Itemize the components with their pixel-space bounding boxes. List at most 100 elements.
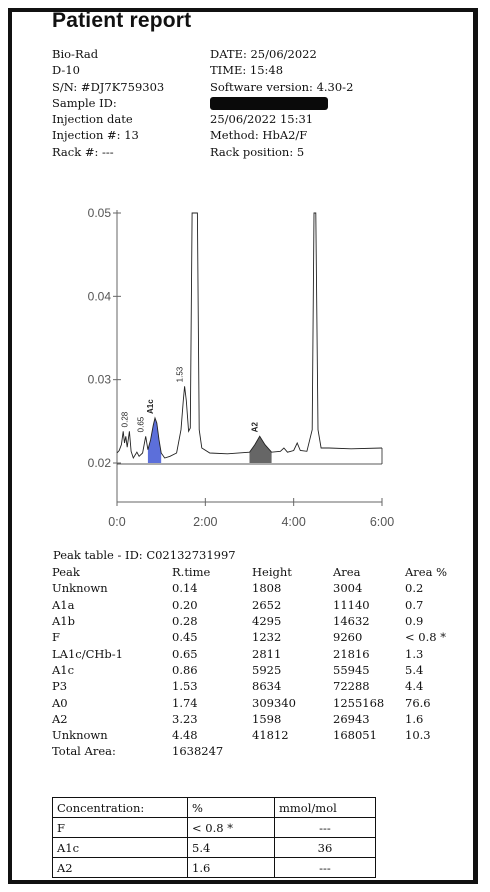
report-frame: Patient report Bio-Rad D-10 S/N: #DJ7K75… — [8, 8, 478, 884]
info-method: Method: HbA2/F — [210, 128, 308, 143]
info-rack-position: Rack position: 5 — [210, 144, 305, 159]
peak-area-percent: 0.2 — [405, 581, 424, 596]
peak-area: 3004 — [333, 581, 363, 596]
header-area-percent: Area % — [405, 565, 448, 580]
table-row: A2 3.23 1598 26943 1.6 — [52, 711, 465, 727]
chromatogram-chart: 0.050.040.030.020:0 2:00 4:00 6:000.28 0.65A… — [88, 206, 395, 529]
table-row: Unknown 4.48 41812 168051 10.3 — [52, 727, 465, 743]
y-tick-label: 0.02 — [88, 456, 112, 470]
a2-peak-fill — [249, 436, 272, 463]
table-row: A1c 5.4 36 — [52, 837, 376, 858]
peak-rtime: 0.45 — [172, 630, 198, 645]
table-row: A1b 0.28 4295 14632 0.9 — [52, 613, 465, 629]
conc-percent: 1.6 — [187, 857, 275, 878]
peak-name: A0 — [52, 695, 68, 710]
peak-height: 1232 — [252, 630, 282, 645]
peak-name: A1c — [52, 662, 75, 677]
peak-height: 41812 — [252, 728, 289, 743]
info-rack-number: Rack #: --- — [52, 144, 114, 159]
peak-height: 8634 — [252, 679, 282, 694]
info-software-version: Software version: 4.30-2 — [210, 79, 354, 94]
peak-rtime: 3.23 — [172, 711, 198, 726]
info-injection-number: Injection #: 13 — [52, 128, 139, 143]
peak-height: 4295 — [252, 614, 282, 629]
peak-height: 2811 — [252, 646, 282, 661]
peak-area: 26943 — [333, 711, 370, 726]
conc-analyte: A1c — [52, 837, 188, 858]
peak-height: 1808 — [252, 581, 282, 596]
peak-name: A1b — [52, 614, 75, 629]
peak-area-percent: 10.3 — [405, 728, 431, 743]
sample-id-redaction — [210, 97, 328, 111]
peak-table-title: Peak table - ID: C02132731997 — [53, 548, 236, 562]
conc-percent: < 0.8 * — [187, 817, 275, 838]
y-tick-label: 0.05 — [88, 206, 112, 220]
peak-name: Unknown — [52, 728, 108, 743]
total-area-value: 1638247 — [172, 744, 224, 759]
peak-rtime: 0.28 — [172, 614, 198, 629]
peak-area: 11140 — [333, 597, 370, 612]
table-row: Unknown 0.14 1808 3004 0.2 — [52, 580, 465, 596]
peak-name: A2 — [52, 711, 68, 726]
peak-area: 55945 — [333, 662, 370, 677]
peak-label: 0.28 — [120, 411, 129, 427]
peak-area: 168051 — [333, 728, 377, 743]
info-serial: S/N: #DJ7K759303 — [52, 79, 165, 94]
peak-label: A2 — [251, 422, 260, 433]
peak-height: 5925 — [252, 662, 282, 677]
table-row: P3 1.53 8634 72288 4.4 — [52, 678, 465, 694]
conc-percent: 5.4 — [187, 837, 275, 858]
info-left-column: Bio-Rad D-10 S/N: #DJ7K759303 Sample ID:… — [52, 46, 164, 160]
peak-name: F — [52, 630, 60, 645]
info-time: TIME: 15:48 — [210, 63, 284, 78]
peak-rtime: 0.86 — [172, 662, 198, 677]
conc-mmol: 36 — [274, 837, 376, 858]
peak-area-percent: 1.6 — [405, 711, 424, 726]
y-tick-label: 0.04 — [88, 289, 112, 303]
a1c-peak-fill — [147, 418, 162, 463]
table-row: A0 1.74 309340 1255168 76.6 — [52, 694, 465, 710]
peak-table-header: Peak R.time Height Area Area % — [52, 564, 465, 580]
peak-height: 2652 — [252, 597, 282, 612]
header-rtime: R.time — [172, 565, 211, 580]
x-tick-label: 2:00 — [193, 515, 217, 529]
peak-rtime: 1.53 — [172, 679, 198, 694]
table-row: A1c 0.86 5925 55945 5.4 — [52, 662, 465, 678]
concentration-header: Concentration: % mmol/mol — [52, 797, 376, 818]
peak-name: Unknown — [52, 581, 108, 596]
table-row: A1a 0.20 2652 11140 0.7 — [52, 597, 465, 613]
peak-height: 1598 — [252, 711, 282, 726]
x-tick-label: 6:00 — [370, 515, 394, 529]
info-instrument: D-10 — [52, 63, 80, 78]
peak-area-percent: 4.4 — [405, 679, 424, 694]
conc-header-label: Concentration: — [52, 797, 188, 818]
info-injection-date-label: Injection date — [52, 112, 133, 127]
x-tick-label: 0:0 — [108, 515, 125, 529]
peak-name: LA1c/CHb-1 — [52, 646, 123, 661]
peak-rtime: 0.14 — [172, 581, 198, 596]
y-tick-label: 0.03 — [88, 373, 112, 387]
peak-label: A1c — [146, 399, 155, 414]
conc-mmol: --- — [274, 857, 376, 878]
peak-area: 1255168 — [333, 695, 385, 710]
chromatogram-trace — [116, 212, 383, 460]
concentration-table: Concentration: % mmol/mol F < 0.8 * --- A1c… — [52, 797, 376, 878]
header-height: Height — [252, 565, 292, 580]
peak-area-percent: 76.6 — [405, 695, 431, 710]
info-manufacturer: Bio-Rad — [52, 47, 99, 61]
peak-table: Peak R.time Height Area Area % Unknown 0.… — [52, 564, 465, 760]
peak-area-percent: < 0.8 * — [405, 630, 446, 645]
peak-area: 21816 — [333, 646, 370, 661]
info-injection-datetime: 25/06/2022 15:31 — [210, 112, 314, 127]
conc-analyte: A2 — [52, 857, 188, 878]
info-date: DATE: 25/06/2022 — [210, 47, 317, 61]
peak-area-percent: 5.4 — [405, 662, 424, 677]
peak-rtime: 4.48 — [172, 728, 198, 743]
header-peak: Peak — [52, 565, 80, 580]
peak-rtime: 1.74 — [172, 695, 198, 710]
peak-rtime: 0.65 — [172, 646, 198, 661]
peak-area-percent: 0.9 — [405, 614, 424, 629]
peak-name: P3 — [52, 679, 68, 694]
total-area-label: Total Area: — [52, 744, 116, 759]
peak-rtime: 0.20 — [172, 597, 198, 612]
